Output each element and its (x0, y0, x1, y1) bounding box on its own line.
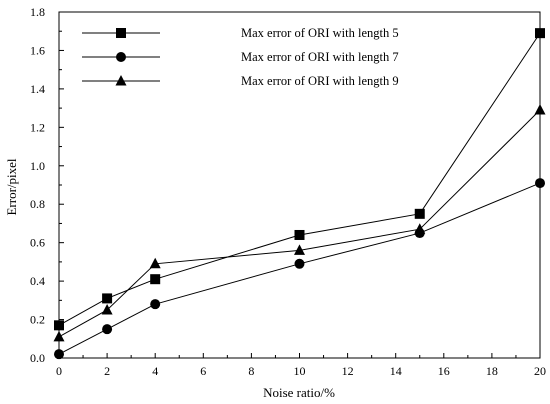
x-tick-label: 16 (438, 364, 450, 378)
series-layer (53, 28, 546, 360)
y-tick-label: 1.6 (30, 43, 45, 57)
legend: Max error of ORI with length 5 Max error … (82, 26, 399, 88)
y-tick-label: 1.0 (30, 159, 45, 173)
legend-entry-1: Max error of ORI with length 5 (82, 26, 399, 40)
circle-marker (294, 258, 305, 269)
x-tick-label: 10 (294, 364, 306, 378)
triangle-marker (53, 330, 65, 342)
circle-marker (150, 299, 161, 310)
square-marker (150, 274, 161, 285)
y-tick-label: 0.6 (30, 236, 45, 250)
y-tick-label: 0.2 (30, 313, 45, 327)
x-tick-label: 2 (104, 364, 110, 378)
legend-label: Max error of ORI with length 5 (241, 26, 399, 40)
x-tick-label: 0 (56, 364, 62, 378)
x-tick-label: 12 (342, 364, 354, 378)
series-line (58, 109, 541, 338)
circle-marker (102, 324, 113, 335)
triangle-marker (115, 75, 127, 86)
y-axis-ticks: 0.0 0.2 0.4 0.6 0.8 1.0 1.2 1.4 1.6 1.8 (30, 5, 64, 365)
legend-entry-3: Max error of ORI with length 9 (82, 74, 399, 88)
x-tick-label: 6 (200, 364, 206, 378)
circle-marker (116, 52, 126, 62)
y-tick-label: 0.4 (30, 274, 45, 288)
legend-label: Max error of ORI with length 7 (241, 50, 399, 64)
square-marker (54, 320, 64, 331)
x-tick-label: 18 (486, 364, 498, 378)
series-3 (53, 104, 546, 342)
y-tick-label: 0.0 (30, 351, 45, 365)
x-axis-label: Noise ratio/% (263, 385, 335, 400)
x-tick-label: 4 (152, 364, 158, 378)
square-marker (535, 28, 545, 39)
y-tick-label: 0.8 (30, 197, 45, 211)
triangle-marker (414, 223, 426, 234)
y-axis-label: Error/pixel (4, 158, 19, 215)
square-marker (414, 208, 425, 219)
square-marker (102, 293, 113, 304)
legend-label: Max error of ORI with length 9 (241, 74, 399, 88)
x-tick-label: 8 (248, 364, 254, 378)
circle-marker (54, 349, 64, 360)
x-tick-label: 20 (534, 364, 546, 378)
triangle-marker (149, 257, 161, 269)
y-tick-label: 1.8 (30, 5, 45, 19)
square-marker (294, 229, 305, 240)
triangle-marker (294, 244, 305, 255)
x-tick-label: 14 (390, 364, 402, 378)
triangle-marker (101, 303, 113, 315)
square-marker (116, 28, 126, 38)
x-axis-ticks: 0 2 4 6 8 10 12 14 16 18 20 (56, 353, 546, 378)
circle-marker (535, 178, 545, 189)
series-line (58, 182, 541, 355)
legend-entry-2: Max error of ORI with length 7 (82, 50, 399, 64)
y-tick-label: 1.2 (30, 120, 45, 134)
y-tick-label: 1.4 (30, 82, 45, 96)
triangle-marker (534, 104, 546, 115)
